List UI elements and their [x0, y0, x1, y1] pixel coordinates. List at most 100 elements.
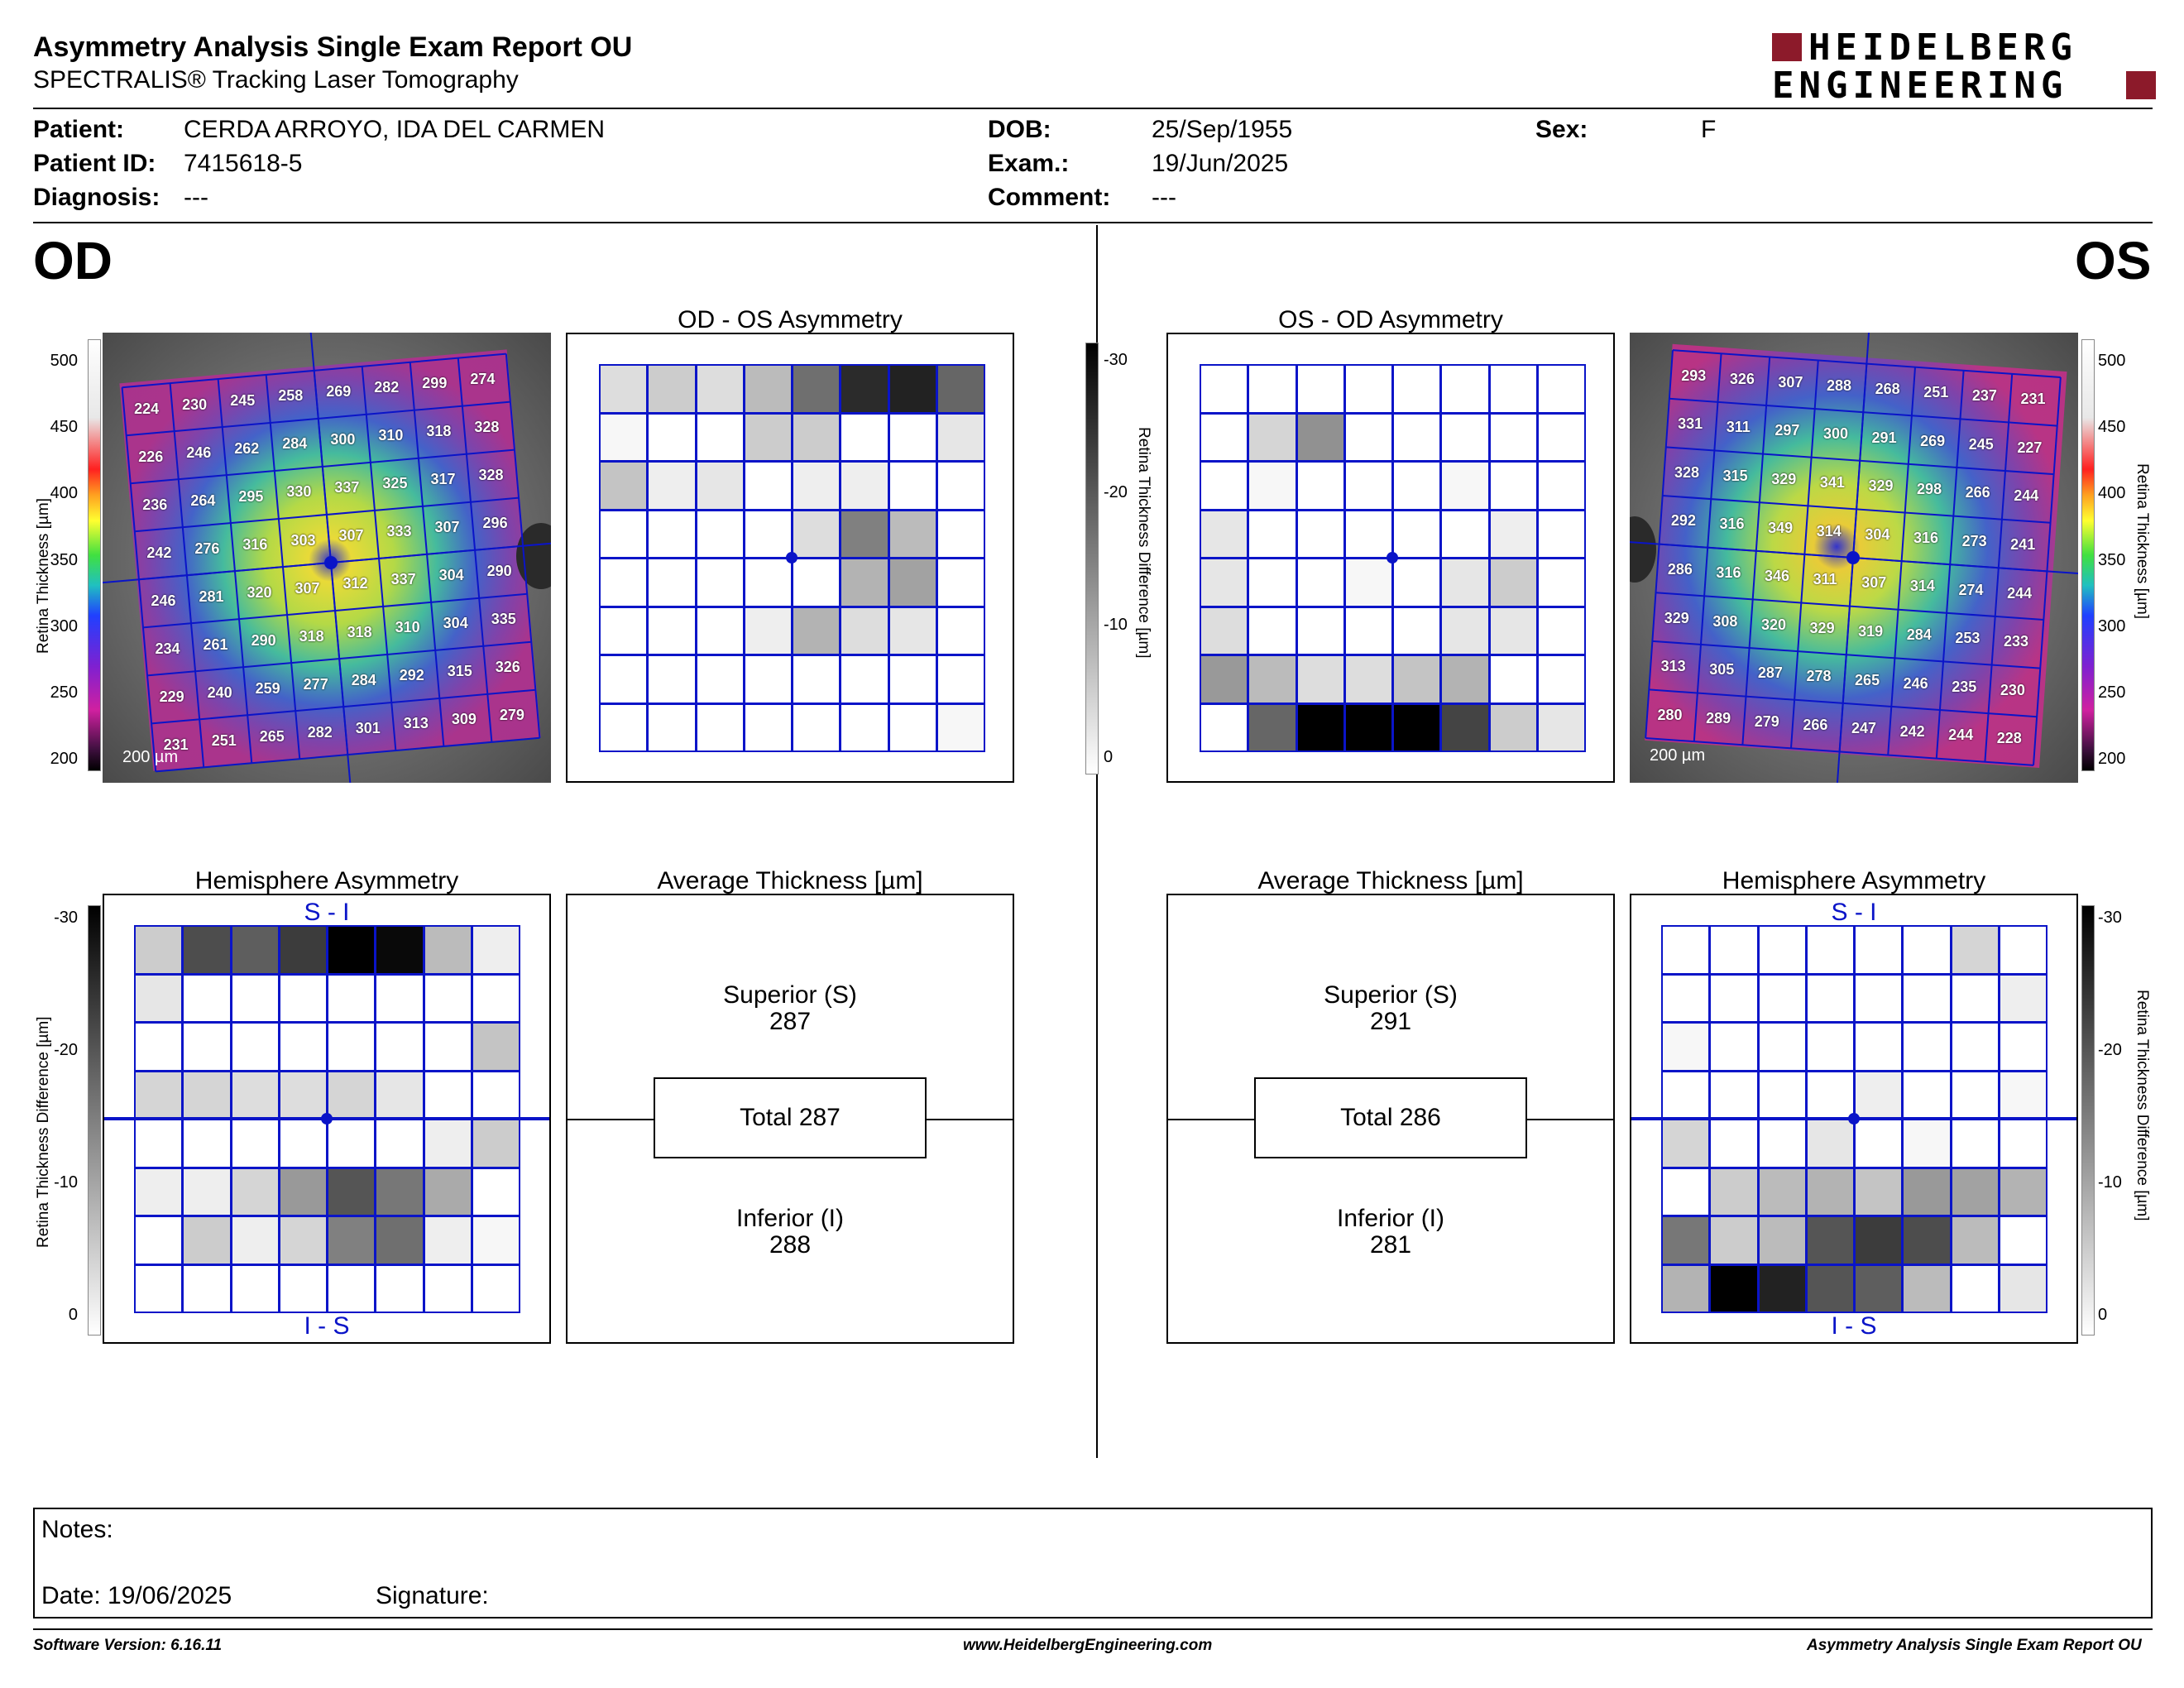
- grid-cell: [375, 1119, 424, 1168]
- grid-cell: [1343, 364, 1393, 414]
- grid-cell: [1440, 655, 1490, 704]
- grid-cell: [1854, 1264, 1904, 1313]
- grid-cell: [1805, 925, 1855, 975]
- grid-cell: [840, 655, 889, 704]
- notes-label: Notes:: [41, 1516, 113, 1543]
- report-title: Asymmetry Analysis Single Exam Report OU: [33, 31, 633, 63]
- grid-cell: [1709, 1070, 1759, 1120]
- thickness-value: 236: [142, 496, 168, 513]
- tick-label: 500: [50, 352, 78, 370]
- grid-cell: [182, 973, 232, 1023]
- grid-cell: [1248, 703, 1297, 752]
- grid-cell: [1950, 925, 2000, 975]
- tick-label: -20: [54, 1041, 78, 1059]
- os-fundus-image: 293 326 307 288 268 251 237 231 331 311 297 300 291 2…: [1630, 333, 2078, 783]
- hemisphere-divider-line: [1631, 1117, 2076, 1120]
- os-eye-label: OS: [2075, 231, 2152, 290]
- grid-cell: [1902, 1216, 1952, 1265]
- thickness-value: 308: [1712, 612, 1738, 630]
- grid-cell: [1757, 973, 1807, 1023]
- grid-cell: [888, 412, 937, 462]
- thickness-value: 292: [1670, 512, 1696, 530]
- thickness-value: 226: [138, 448, 164, 465]
- thickness-value: 231: [163, 736, 189, 753]
- grid-cell: [1902, 973, 1952, 1023]
- grid-cell: [1805, 1119, 1855, 1168]
- grid-cell: [1488, 509, 1538, 559]
- os-scale-label: 200 µm: [1650, 746, 1706, 765]
- comment-label: Comment:: [988, 184, 1111, 211]
- thickness-value: 307: [1861, 574, 1887, 592]
- footer-website[interactable]: www.HeidelbergEngineering.com: [963, 1637, 1213, 1654]
- thickness-value: 304: [438, 567, 464, 584]
- grid-cell: [647, 606, 697, 655]
- thickness-value: 333: [386, 523, 412, 540]
- grid-cell: [1392, 364, 1442, 414]
- thickness-value: 265: [259, 727, 285, 745]
- grid-cell: [230, 925, 280, 975]
- tick-label: 450: [2098, 418, 2126, 437]
- os-asym-panel: [1166, 333, 1615, 783]
- grid-cell: [1854, 1022, 1904, 1072]
- thickness-value: 316: [1716, 564, 1741, 582]
- thickness-grid-lines: [103, 333, 551, 783]
- grid-cell: [1709, 1119, 1759, 1168]
- thickness-value: 241: [2010, 536, 2036, 554]
- grid-cell: [1200, 461, 1249, 511]
- thickness-value: 293: [1681, 367, 1707, 384]
- thickness-value: 307: [434, 519, 460, 536]
- thickness-value: 233: [2003, 633, 2029, 650]
- grid-cell: [1950, 973, 2000, 1023]
- thickness-value: 313: [403, 715, 429, 732]
- grid-cell: [375, 1216, 424, 1265]
- grid-cell: [423, 1070, 472, 1120]
- os-superior-label: Superior (S): [1324, 981, 1458, 1009]
- grid-cell: [230, 973, 280, 1023]
- grid-cell: [888, 558, 937, 607]
- thickness-value: 264: [190, 492, 216, 509]
- thickness-value: 268: [1875, 380, 1900, 397]
- thickness-value: 328: [478, 467, 504, 484]
- thickness-value: 244: [1948, 727, 1974, 744]
- od-total-box: Total 287: [654, 1077, 927, 1158]
- thickness-value: 312: [342, 575, 368, 592]
- od-eye-label: OD: [33, 231, 113, 290]
- tick-label: 250: [50, 683, 78, 702]
- grid-cell: [1950, 1070, 2000, 1120]
- thickness-value: 230: [2000, 681, 2025, 698]
- grid-cell: [888, 703, 937, 752]
- grid-cell: [182, 1216, 232, 1265]
- grid-cell: [1488, 558, 1538, 607]
- os-hemi-axis-label: Retina Thickness Difference [µm]: [2134, 990, 2151, 1221]
- grid-cell: [375, 1167, 424, 1216]
- grid-cell: [1661, 1119, 1711, 1168]
- thickness-value: 284: [282, 435, 308, 453]
- notes-box[interactable]: Notes: Date: 19/06/2025 Signature:: [33, 1508, 2153, 1618]
- grid-cell: [936, 364, 985, 414]
- grid-cell: [1200, 509, 1249, 559]
- grid-cell: [1200, 364, 1249, 414]
- grid-cell: [1902, 1022, 1952, 1072]
- thickness-value: 273: [1961, 532, 1987, 549]
- od-asym-grid: [599, 364, 985, 752]
- od-asym-panel: [566, 333, 1014, 783]
- footer-software-version: Software Version: 6.16.11: [33, 1637, 223, 1654]
- thickness-value: 259: [255, 679, 280, 697]
- grid-cell: [278, 973, 328, 1023]
- grid-cell: [599, 364, 649, 414]
- grid-cell: [423, 1264, 472, 1313]
- grid-cell: [1200, 412, 1249, 462]
- grid-cell: [1392, 558, 1442, 607]
- grid-cell: [1661, 1264, 1711, 1313]
- grid-cell: [936, 412, 985, 462]
- grid-cell: [471, 1167, 520, 1216]
- grid-cell: [134, 1119, 184, 1168]
- thickness-value: 253: [1955, 630, 1980, 647]
- grid-cell: [134, 1264, 184, 1313]
- grid-cell: [1392, 606, 1442, 655]
- thickness-value: 282: [374, 379, 400, 396]
- grid-cell: [471, 925, 520, 975]
- grid-cell: [375, 1022, 424, 1072]
- grid-cell: [375, 973, 424, 1023]
- os-thickness-colorbar: [2081, 339, 2095, 771]
